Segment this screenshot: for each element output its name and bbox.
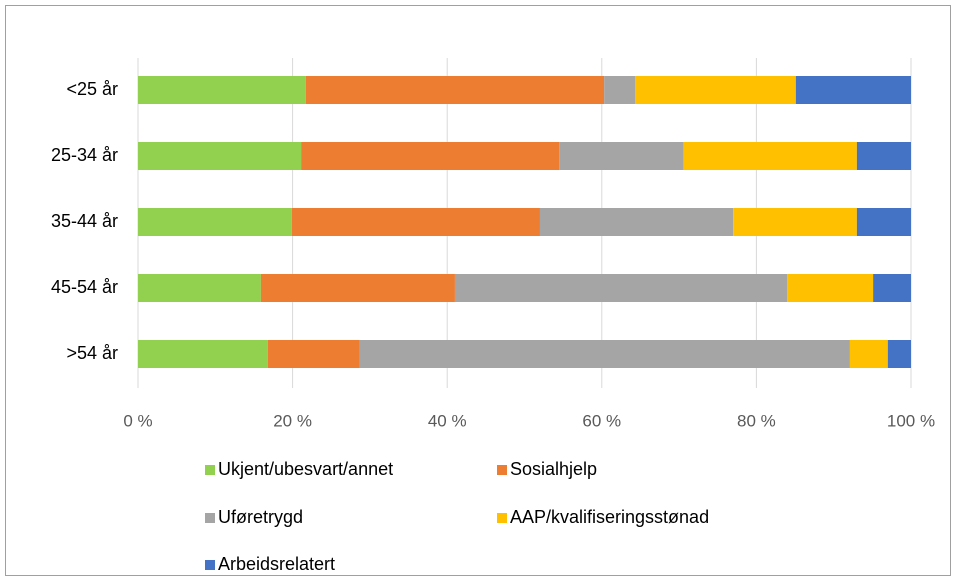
legend-swatch xyxy=(205,513,215,523)
legend-label: Arbeidsrelatert xyxy=(218,554,335,574)
bar-segment xyxy=(138,340,268,368)
x-tick-label: 100 % xyxy=(887,411,935,430)
bar-segment xyxy=(787,274,874,302)
bar-segment xyxy=(138,208,292,236)
bar-segment xyxy=(873,274,911,302)
y-tick-label: >54 år xyxy=(66,343,118,363)
y-tick-label: 45-54 år xyxy=(51,277,118,297)
legend-label: AAP/kvalifiseringsstønad xyxy=(510,507,709,527)
bar-segment xyxy=(138,274,261,302)
legend-swatch xyxy=(497,513,507,523)
bar-segment xyxy=(856,208,911,236)
bar-segment xyxy=(539,208,734,236)
legend-label: Sosialhjelp xyxy=(510,459,597,479)
legend-swatch xyxy=(497,465,507,475)
y-tick-label: 25-34 år xyxy=(51,145,118,165)
bar-segment xyxy=(635,76,796,104)
legend-label: Ukjent/ubesvart/annet xyxy=(218,459,393,479)
bar-segment xyxy=(887,340,911,368)
y-tick-label: 35-44 år xyxy=(51,211,118,231)
bar-segment xyxy=(301,142,560,170)
bar-segment xyxy=(291,208,540,236)
bar-segment xyxy=(604,76,636,104)
bar-segment xyxy=(683,142,857,170)
bar-segment xyxy=(795,76,911,104)
legend-swatch xyxy=(205,560,215,570)
bar-segment xyxy=(856,142,911,170)
bar-segment xyxy=(849,340,888,368)
bar-segment xyxy=(267,340,360,368)
bar-segment xyxy=(559,142,684,170)
x-tick-label: 20 % xyxy=(273,411,312,430)
bar-segment xyxy=(260,274,455,302)
x-tick-label: 80 % xyxy=(737,411,776,430)
x-tick-label: 0 % xyxy=(123,411,152,430)
x-tick-label: 40 % xyxy=(428,411,467,430)
bar-segment xyxy=(138,142,302,170)
bar-segment xyxy=(138,76,306,104)
bar-segment xyxy=(305,76,605,104)
legend-label: Uføretrygd xyxy=(218,507,303,527)
legend-swatch xyxy=(205,465,215,475)
bar-segment xyxy=(359,340,850,368)
bar-segment xyxy=(454,274,788,302)
x-tick-label: 60 % xyxy=(582,411,621,430)
bar-segment xyxy=(733,208,857,236)
y-tick-label: <25 år xyxy=(66,79,118,99)
